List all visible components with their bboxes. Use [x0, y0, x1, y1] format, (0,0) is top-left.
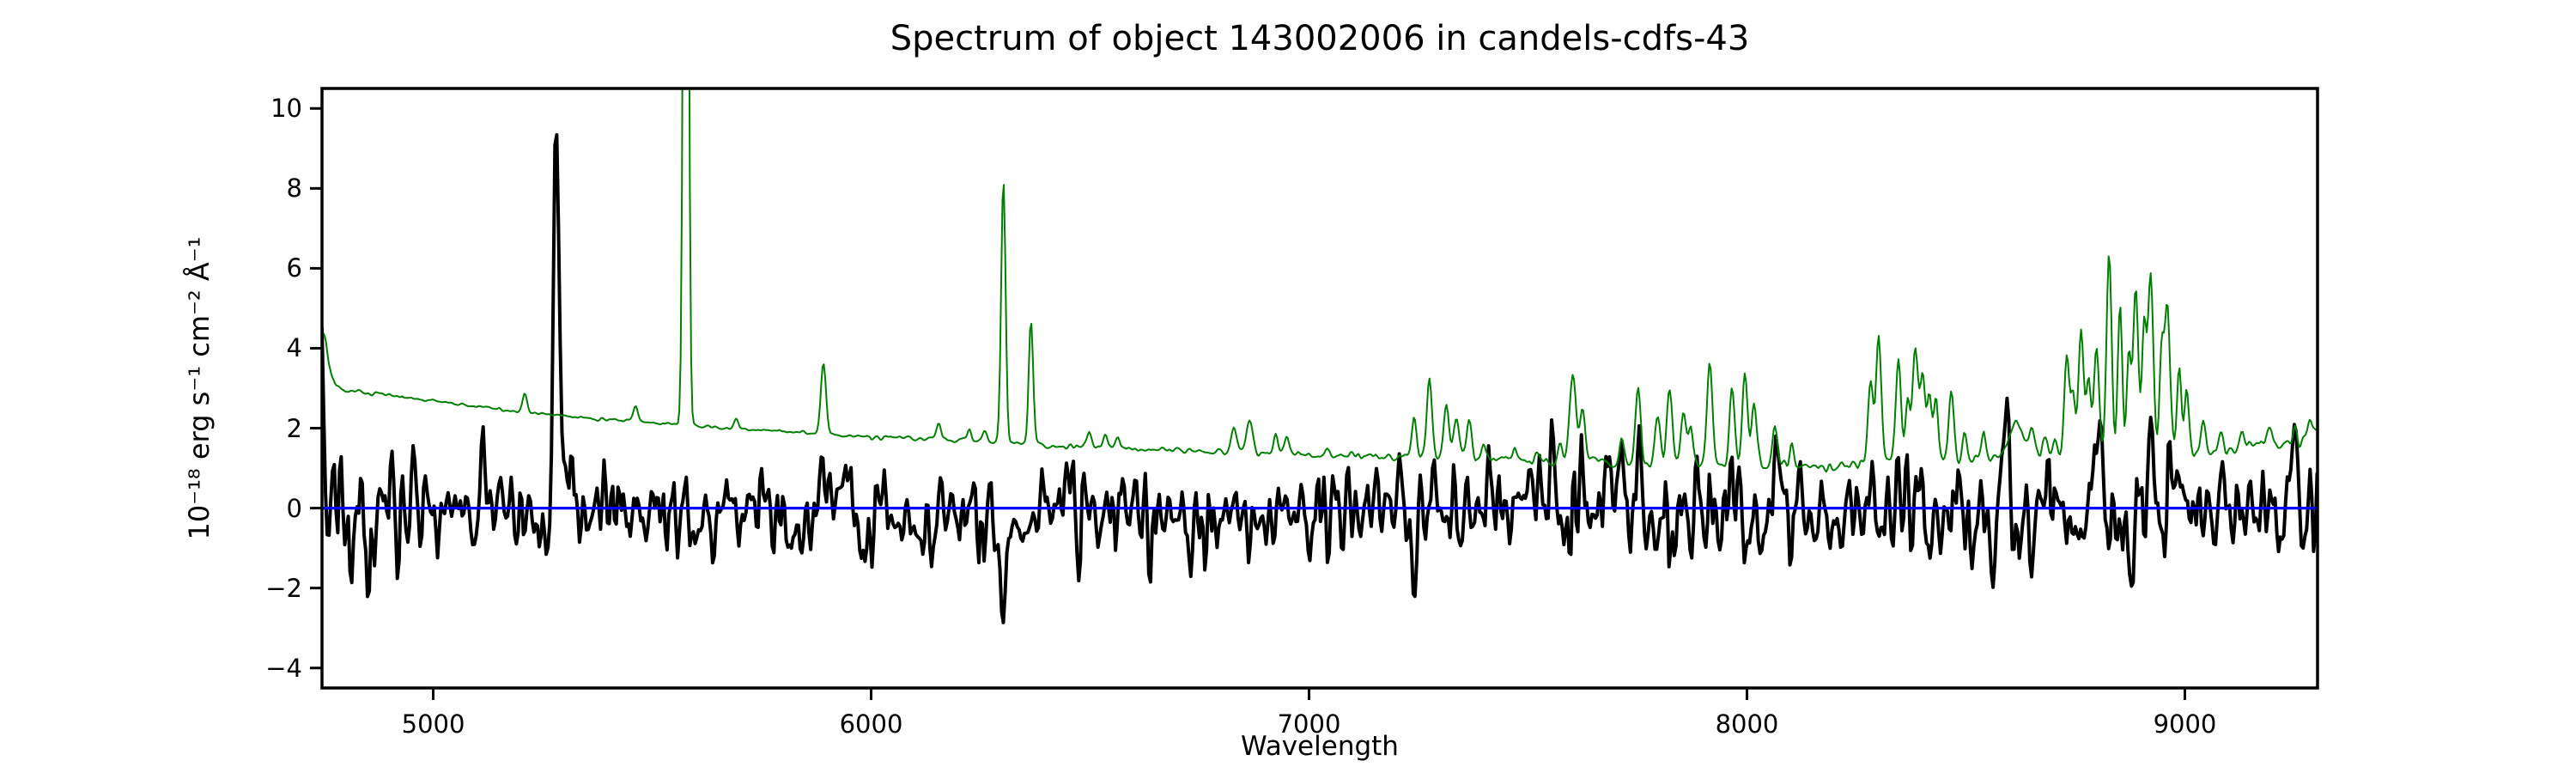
y-tick-label: 2	[286, 413, 302, 443]
axes-spines	[320, 87, 2319, 690]
x-tick-label: 8000	[1715, 709, 1779, 739]
y-tick-label: −4	[265, 653, 302, 683]
sky-noise-spectrum-line	[322, 88, 2318, 473]
x-tick-label: 5000	[401, 709, 465, 739]
x-tick-label: 7000	[1277, 709, 1341, 739]
plot-title: Spectrum of object 143002006 in candels-…	[890, 19, 1750, 58]
y-tick-label: −2	[265, 573, 302, 603]
x-tick-label: 9000	[2153, 709, 2217, 739]
observed-flux-line	[322, 133, 2318, 624]
y-tick-label: 8	[286, 173, 302, 204]
y-tick-label: 0	[286, 493, 302, 523]
y-tick-label: 4	[286, 333, 302, 363]
x-axis-label: Wavelength	[1241, 731, 1399, 762]
x-tick-label: 6000	[839, 709, 903, 739]
y-tick-label: 6	[286, 253, 302, 283]
y-tick-label: 10	[270, 94, 302, 124]
